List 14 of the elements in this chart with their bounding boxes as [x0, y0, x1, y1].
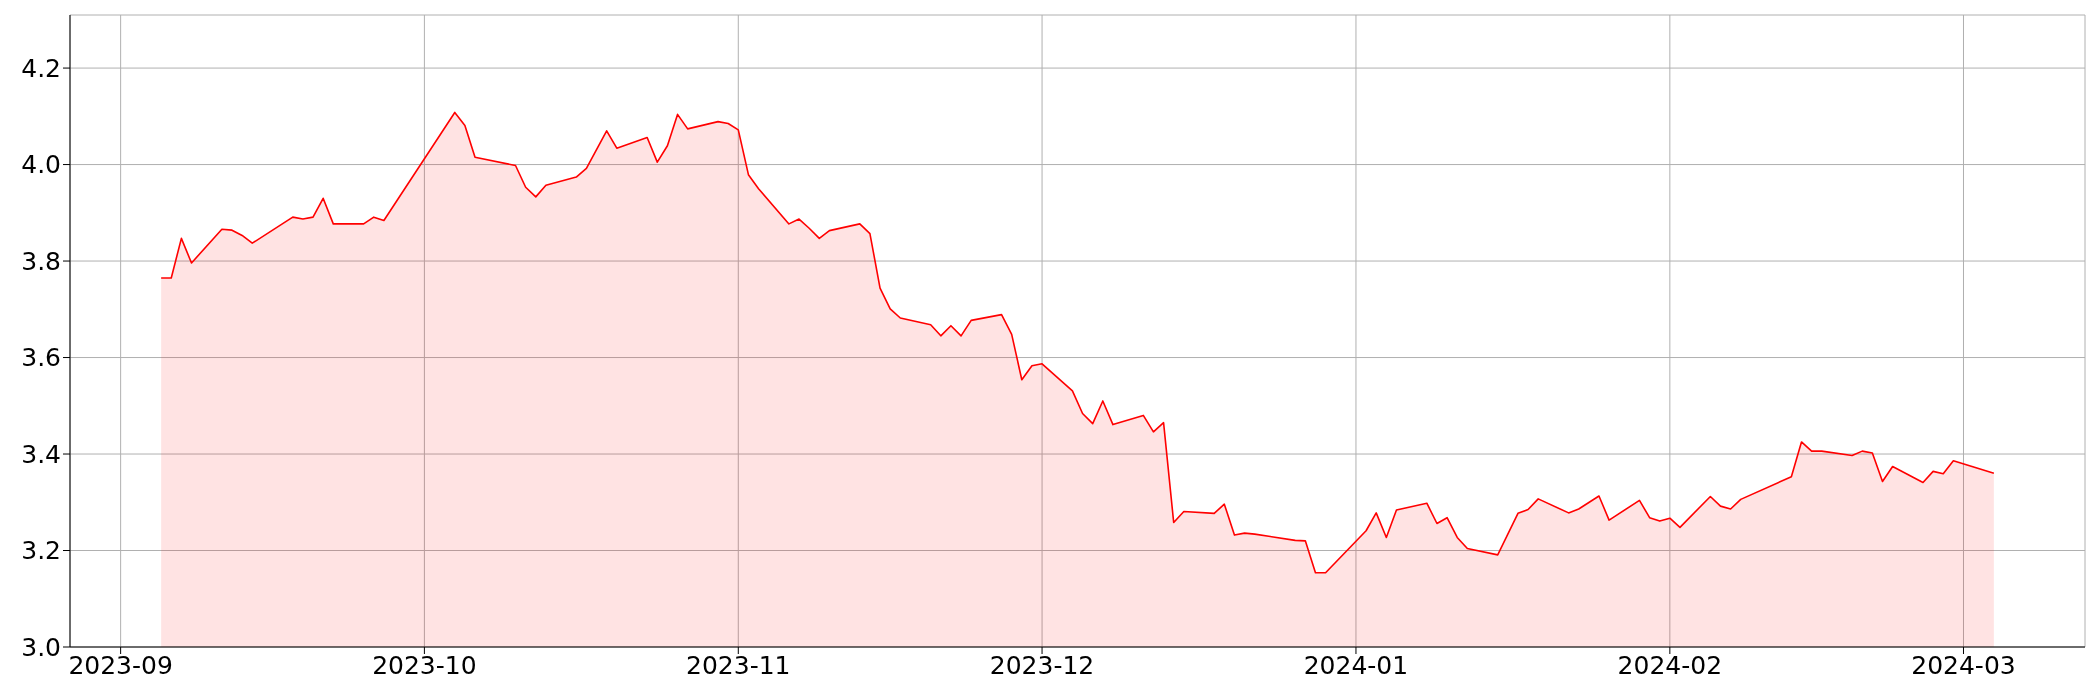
y-tick-label: 4.2: [21, 53, 61, 83]
x-tick-label: 2024-02: [1617, 650, 1723, 680]
y-tick-label: 3.6: [21, 343, 61, 373]
x-tick-label: 2023-09: [68, 650, 173, 680]
y-tick-label: 3.2: [21, 536, 61, 566]
y-tick-label: 3.8: [21, 246, 61, 276]
x-tick-label: 2023-11: [686, 650, 791, 680]
x-tick-label: 2023-12: [989, 650, 1095, 680]
x-tick-label: 2024-01: [1303, 650, 1409, 680]
y-tick-label: 4.0: [21, 150, 61, 180]
y-tick-label: 3.4: [21, 439, 61, 469]
x-tick-label: 2024-03: [1911, 650, 2016, 680]
x-tick-label: 2023-10: [372, 650, 477, 680]
y-tick-label: 3.0: [21, 632, 61, 662]
